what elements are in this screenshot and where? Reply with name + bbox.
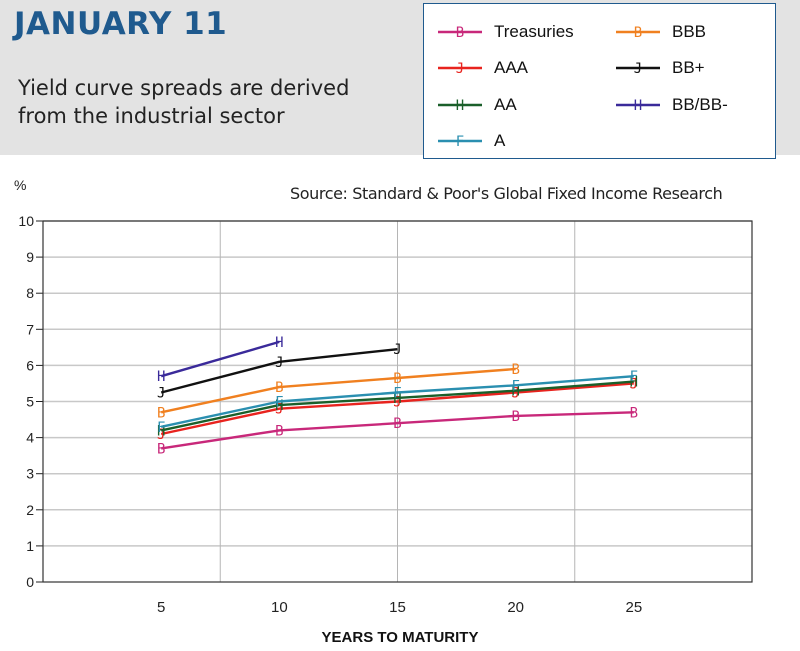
source-note: Source: Standard & Poor's Global Fixed I…: [290, 184, 723, 203]
y-tick-label: 10: [18, 213, 34, 229]
legend-label: Treasuries: [494, 22, 574, 41]
y-tick-label: 1: [26, 538, 34, 554]
data-point-aa: H: [511, 384, 519, 400]
data-point-aaa: J: [393, 395, 401, 411]
data-point-a: F: [393, 385, 401, 401]
x-tick-label: 20: [507, 599, 524, 616]
svg-text:J: J: [456, 61, 464, 77]
series-line-bb-bb: [160, 340, 280, 378]
legend-label: AA: [494, 95, 517, 114]
data-point-aa: H: [275, 398, 283, 414]
svg-text:H: H: [634, 98, 642, 114]
data-point-bb-bb: H: [275, 335, 283, 351]
series-line-treasuries: [161, 411, 634, 450]
data-point-treasuries: B: [157, 441, 165, 457]
data-point-treasuries: B: [275, 423, 283, 439]
data-point-aaa: J: [275, 402, 283, 418]
data-point-a: F: [511, 378, 519, 394]
legend-swatch-icon: F: [438, 134, 482, 150]
data-point-aa: H: [157, 423, 165, 439]
svg-text:J: J: [634, 61, 642, 77]
legend-item-bbb: B BBB: [614, 19, 706, 45]
data-point-bb: J: [157, 385, 165, 401]
legend-item-aa: H AA: [436, 92, 517, 118]
legend-item-treasuries: B Treasuries: [436, 19, 574, 45]
legend-swatch-icon: B: [438, 25, 482, 41]
y-axis-unit-label: %: [14, 177, 27, 193]
y-tick-label: 5: [26, 394, 34, 410]
series-line-a: [160, 375, 634, 428]
legend-swatch-icon: H: [438, 98, 482, 114]
page-subtitle: Yield curve spreads are derived from the…: [18, 76, 350, 128]
data-point-aa: H: [393, 391, 401, 407]
series-line-bb: [160, 348, 398, 394]
legend-label: BB/BB-: [672, 95, 728, 114]
chart-legend: B Treasuries J AAA H AA F A B BBB J BB+ H BB/BB-: [423, 3, 776, 159]
data-point-a: F: [157, 420, 165, 436]
y-tick-label: 8: [26, 285, 34, 301]
legend-label: AAA: [494, 58, 529, 77]
data-point-aaa: J: [157, 427, 165, 443]
series-line-aa: [160, 380, 634, 432]
data-point-a: F: [630, 369, 638, 385]
y-tick-label: 9: [26, 249, 34, 265]
data-point-aaa: J: [630, 376, 638, 392]
svg-text:B: B: [456, 25, 464, 41]
legend-swatch-icon: J: [438, 61, 482, 77]
series-line-bbb: [160, 367, 516, 414]
x-tick-label: 15: [389, 599, 406, 616]
x-tick-label: 10: [271, 599, 288, 616]
data-point-aaa: J: [511, 385, 519, 401]
data-point-bb: J: [393, 342, 401, 358]
legend-item-bb: J BB+: [614, 55, 705, 81]
y-tick-label: 0: [26, 574, 34, 590]
data-point-treasuries: B: [511, 409, 519, 425]
legend-swatch-icon: J: [616, 61, 660, 77]
data-point-aa: H: [630, 375, 638, 391]
y-tick-label: 2: [26, 502, 34, 518]
data-point-bbb: B: [393, 371, 401, 387]
y-tick-label: 3: [26, 466, 34, 482]
data-point-bb-bb: H: [157, 369, 165, 385]
x-tick-label: 25: [625, 599, 642, 616]
svg-text:F: F: [456, 134, 464, 150]
data-point-bbb: B: [275, 380, 283, 396]
series-line-aaa: [160, 382, 634, 436]
legend-item-bb-bb: H BB/BB-: [614, 92, 728, 118]
data-point-bbb: B: [511, 362, 519, 378]
data-point-bbb: B: [157, 405, 165, 421]
y-tick-label: 6: [26, 357, 34, 373]
data-point-bb: J: [275, 355, 283, 371]
page-title: JANUARY 11: [14, 6, 228, 42]
svg-text:H: H: [456, 98, 464, 114]
x-tick-label: 5: [157, 599, 165, 616]
data-point-treasuries: B: [393, 416, 401, 432]
legend-swatch-icon: H: [616, 98, 660, 114]
data-point-a: F: [275, 395, 283, 411]
legend-item-aaa: J AAA: [436, 55, 528, 81]
legend-label: BBB: [672, 22, 707, 41]
y-tick-label: 4: [26, 430, 34, 446]
x-axis-title: YEARS TO MATURITY: [321, 629, 479, 646]
y-tick-label: 7: [26, 321, 34, 337]
legend-label: BB+: [672, 58, 705, 77]
plot-frame: [42, 220, 753, 583]
data-point-treasuries: B: [630, 405, 638, 421]
svg-text:B: B: [634, 25, 642, 41]
legend-swatch-icon: B: [616, 25, 660, 41]
legend-label: A: [494, 131, 506, 150]
